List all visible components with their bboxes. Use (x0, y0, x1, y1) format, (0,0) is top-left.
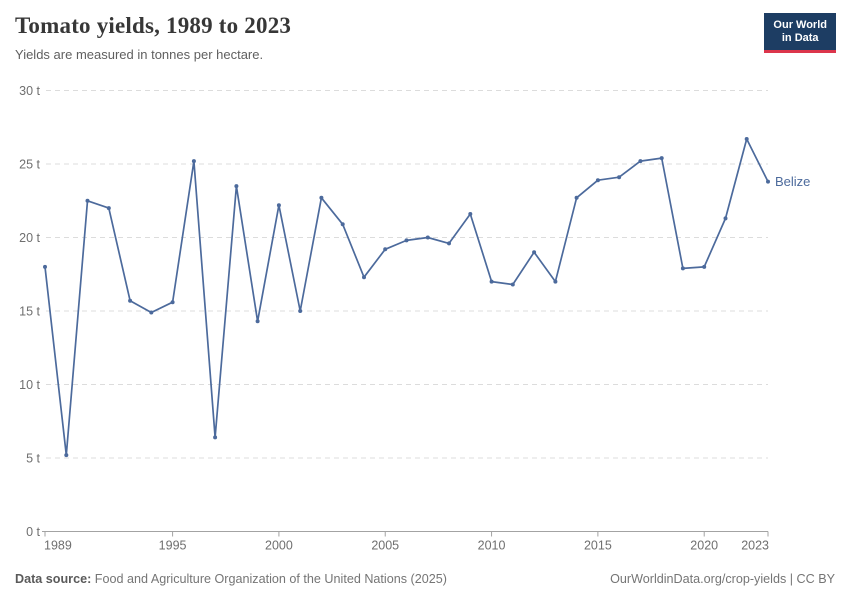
data-point[interactable] (128, 298, 133, 303)
data-point[interactable] (234, 184, 239, 189)
x-tick-label: 2005 (371, 539, 399, 553)
owid-logo-line2: in Data (781, 32, 819, 45)
y-tick-label: 30 t (19, 84, 40, 98)
data-point[interactable] (766, 179, 770, 184)
data-source-label: Data source: (15, 572, 92, 586)
data-point[interactable] (106, 206, 111, 211)
y-tick-label: 10 t (19, 378, 40, 392)
data-point[interactable] (489, 279, 494, 284)
data-point[interactable] (532, 250, 537, 255)
data-point[interactable] (191, 159, 196, 164)
data-point[interactable] (383, 247, 388, 252)
data-point[interactable] (553, 279, 558, 284)
x-tick-label: 2015 (584, 539, 612, 553)
line-chart: 0 t 5 t 10 t 15 t 20 t 25 t 30 t 1989 1995 2000 20… (19, 84, 810, 553)
data-point[interactable] (659, 156, 664, 161)
x-tick-label: 1995 (159, 539, 187, 553)
x-tick-label: 2010 (478, 539, 506, 553)
data-point[interactable] (298, 309, 303, 313)
data-point[interactable] (595, 178, 600, 183)
data-point[interactable] (702, 264, 707, 269)
entity-label[interactable]: Belize (775, 174, 810, 189)
data-point[interactable] (213, 435, 218, 440)
data-source-text: Food and Agriculture Organization of the… (91, 572, 447, 586)
data-point[interactable] (319, 195, 324, 200)
data-point[interactable] (362, 275, 366, 280)
chart-header: Tomato yields, 1989 to 2023 Yields are m… (15, 12, 750, 62)
data-point[interactable] (680, 266, 685, 271)
data-point[interactable] (170, 300, 175, 305)
data-point[interactable] (638, 159, 643, 164)
x-tick-label: 2000 (265, 539, 293, 553)
x-tick-label: 2020 (690, 539, 718, 553)
owid-logo-line1: Our World (773, 19, 827, 31)
y-tick-label: 15 t (19, 305, 40, 319)
data-point[interactable] (574, 195, 579, 200)
data-point[interactable] (85, 198, 90, 203)
data-point[interactable] (510, 282, 515, 287)
data-point[interactable] (404, 238, 409, 243)
data-point[interactable] (340, 222, 345, 227)
y-tick-label: 5 t (26, 452, 40, 466)
x-tick-label: 2023 (741, 539, 769, 553)
y-tick-label: 0 t (26, 525, 40, 539)
chart-footer: Data source: Food and Agriculture Organi… (15, 572, 835, 586)
page-title: Tomato yields, 1989 to 2023 (15, 13, 292, 38)
series-line (44, 138, 769, 456)
data-point[interactable] (64, 453, 69, 458)
data-point[interactable] (43, 264, 47, 269)
y-tick-label: 25 t (19, 158, 40, 172)
data-point[interactable] (149, 310, 154, 315)
data-point[interactable] (425, 235, 430, 240)
credit-link[interactable]: OurWorldinData.org/crop-yields | CC BY (610, 572, 835, 586)
owid-logo[interactable]: Our World in Data (764, 13, 836, 54)
x-tick-label: 1989 (44, 539, 72, 553)
data-point[interactable] (447, 241, 451, 246)
data-point[interactable] (255, 319, 260, 324)
chart-subtitle: Yields are measured in tonnes per hectar… (15, 46, 264, 62)
y-tick-label: 20 t (19, 231, 40, 245)
data-source: Data source: Food and Agriculture Organi… (15, 572, 447, 586)
data-point[interactable] (744, 137, 749, 141)
data-point[interactable] (468, 212, 473, 216)
data-point[interactable] (723, 216, 728, 221)
data-point[interactable] (617, 175, 622, 180)
data-point[interactable] (276, 203, 281, 208)
